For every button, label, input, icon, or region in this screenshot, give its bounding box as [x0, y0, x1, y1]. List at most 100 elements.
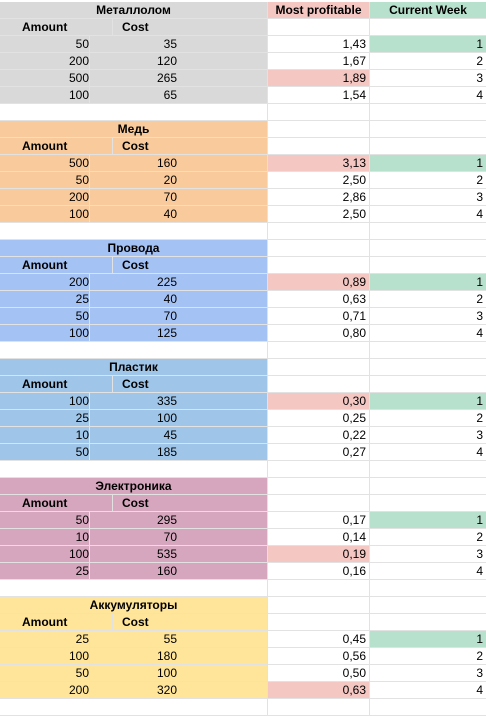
cost-cell[interactable]: 265 — [90, 70, 268, 87]
week-cell[interactable]: 4 — [370, 682, 486, 699]
profit-ratio-cell[interactable]: 0,27 — [268, 444, 370, 461]
cost-cell[interactable]: 125 — [90, 325, 268, 342]
empty-cell[interactable] — [370, 223, 486, 240]
week-cell[interactable]: 2 — [370, 291, 486, 308]
week-cell[interactable]: 3 — [370, 546, 486, 563]
week-cell[interactable]: 1 — [370, 274, 486, 291]
cost-cell[interactable]: 120 — [90, 53, 268, 70]
amount-cell[interactable]: 10 — [0, 427, 90, 444]
empty-cell[interactable] — [268, 138, 370, 155]
empty-cell[interactable] — [268, 104, 370, 121]
empty-cell[interactable] — [0, 223, 268, 240]
profit-ratio-cell[interactable]: 0,19 — [268, 546, 370, 563]
profit-ratio-cell[interactable]: 0,56 — [268, 648, 370, 665]
profit-ratio-cell[interactable]: 1,67 — [268, 53, 370, 70]
amount-header[interactable]: Amount — [0, 257, 113, 274]
profit-ratio-cell[interactable]: 0,17 — [268, 512, 370, 529]
empty-cell[interactable] — [268, 699, 370, 716]
week-cell[interactable]: 4 — [370, 87, 486, 104]
empty-cell[interactable] — [0, 342, 268, 359]
cost-cell[interactable]: 55 — [90, 631, 268, 648]
empty-cell[interactable] — [268, 19, 370, 36]
profit-ratio-cell[interactable]: 2,50 — [268, 172, 370, 189]
week-cell[interactable]: 2 — [370, 410, 486, 427]
column-header-current-week[interactable]: Current Week — [370, 2, 486, 19]
week-cell[interactable]: 3 — [370, 189, 486, 206]
empty-cell[interactable] — [370, 597, 486, 614]
profit-ratio-cell[interactable]: 3,13 — [268, 155, 370, 172]
amount-cell[interactable]: 100 — [0, 546, 90, 563]
amount-cell[interactable]: 100 — [0, 87, 90, 104]
amount-cell[interactable]: 100 — [0, 206, 90, 223]
amount-cell[interactable]: 50 — [0, 512, 90, 529]
week-cell[interactable]: 2 — [370, 53, 486, 70]
cost-cell[interactable]: 100 — [90, 410, 268, 427]
profit-ratio-cell[interactable]: 0,22 — [268, 427, 370, 444]
week-cell[interactable]: 3 — [370, 427, 486, 444]
cost-cell[interactable]: 335 — [90, 393, 268, 410]
amount-cell[interactable]: 50 — [0, 36, 90, 53]
section-title[interactable]: Металлолом — [0, 2, 268, 19]
empty-cell[interactable] — [268, 580, 370, 597]
cost-cell[interactable]: 100 — [90, 665, 268, 682]
amount-cell[interactable]: 25 — [0, 631, 90, 648]
amount-cell[interactable]: 200 — [0, 682, 90, 699]
empty-cell[interactable] — [268, 342, 370, 359]
profit-ratio-cell[interactable]: 0,89 — [268, 274, 370, 291]
cost-cell[interactable]: 65 — [90, 87, 268, 104]
amount-header[interactable]: Amount — [0, 376, 113, 393]
empty-cell[interactable] — [268, 614, 370, 631]
profit-ratio-cell[interactable]: 0,14 — [268, 529, 370, 546]
amount-cell[interactable]: 200 — [0, 274, 90, 291]
empty-cell[interactable] — [268, 376, 370, 393]
amount-cell[interactable]: 200 — [0, 189, 90, 206]
empty-cell[interactable] — [370, 342, 486, 359]
profit-ratio-cell[interactable]: 0,45 — [268, 631, 370, 648]
profit-ratio-cell[interactable]: 0,50 — [268, 665, 370, 682]
empty-cell[interactable] — [370, 376, 486, 393]
cost-cell[interactable]: 70 — [90, 189, 268, 206]
cost-cell[interactable]: 20 — [90, 172, 268, 189]
amount-cell[interactable]: 200 — [0, 53, 90, 70]
amount-cell[interactable]: 25 — [0, 410, 90, 427]
cost-cell[interactable]: 40 — [90, 291, 268, 308]
week-cell[interactable]: 1 — [370, 393, 486, 410]
empty-cell[interactable] — [370, 121, 486, 138]
cost-cell[interactable]: 185 — [90, 444, 268, 461]
section-title[interactable]: Электроника — [0, 478, 268, 495]
empty-cell[interactable] — [0, 580, 268, 597]
empty-cell[interactable] — [370, 359, 486, 376]
amount-cell[interactable]: 500 — [0, 155, 90, 172]
empty-cell[interactable] — [268, 121, 370, 138]
amount-cell[interactable]: 50 — [0, 444, 90, 461]
week-cell[interactable]: 3 — [370, 70, 486, 87]
cost-cell[interactable]: 295 — [90, 512, 268, 529]
profit-ratio-cell[interactable]: 0,30 — [268, 393, 370, 410]
amount-cell[interactable]: 100 — [0, 648, 90, 665]
week-cell[interactable]: 1 — [370, 36, 486, 53]
cost-cell[interactable]: 180 — [90, 648, 268, 665]
profit-ratio-cell[interactable]: 0,80 — [268, 325, 370, 342]
week-cell[interactable]: 2 — [370, 529, 486, 546]
empty-cell[interactable] — [370, 580, 486, 597]
profit-ratio-cell[interactable]: 0,25 — [268, 410, 370, 427]
amount-cell[interactable]: 50 — [0, 308, 90, 325]
amount-header[interactable]: Amount — [0, 138, 113, 155]
cost-cell[interactable]: 160 — [90, 155, 268, 172]
section-title[interactable]: Пластик — [0, 359, 268, 376]
profit-ratio-cell[interactable]: 0,71 — [268, 308, 370, 325]
empty-cell[interactable] — [268, 495, 370, 512]
cost-cell[interactable]: 45 — [90, 427, 268, 444]
week-cell[interactable]: 1 — [370, 512, 486, 529]
amount-cell[interactable]: 50 — [0, 172, 90, 189]
empty-cell[interactable] — [268, 461, 370, 478]
empty-cell[interactable] — [0, 104, 268, 121]
cost-header[interactable]: Cost — [113, 376, 268, 393]
week-cell[interactable]: 1 — [370, 155, 486, 172]
amount-cell[interactable]: 500 — [0, 70, 90, 87]
cost-header[interactable]: Cost — [113, 257, 268, 274]
empty-cell[interactable] — [268, 240, 370, 257]
empty-cell[interactable] — [370, 614, 486, 631]
empty-cell[interactable] — [0, 699, 268, 716]
